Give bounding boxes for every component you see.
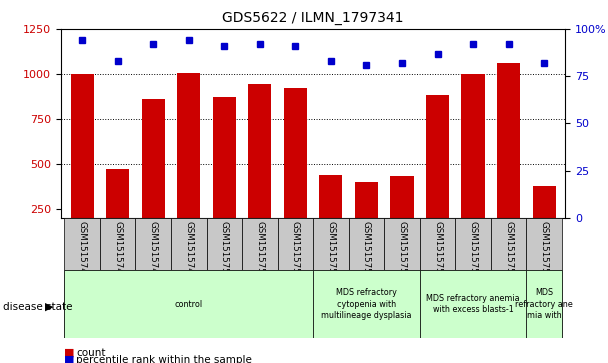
Text: GSM1515755: GSM1515755 [398,221,407,280]
Text: GSM1515756: GSM1515756 [433,221,442,280]
Text: MDS
refractory ane
mia with: MDS refractory ane mia with [515,289,573,319]
Bar [319,175,342,254]
Bar [71,74,94,254]
Text: control: control [174,299,203,309]
Bar [461,74,485,254]
Bar [491,218,527,270]
Text: GSM1515759: GSM1515759 [540,221,548,280]
Bar [313,218,348,270]
Text: GSM1515750: GSM1515750 [219,221,229,280]
Bar [284,88,307,254]
Bar [213,97,236,254]
Text: percentile rank within the sample: percentile rank within the sample [76,355,252,363]
Bar [64,270,313,338]
Bar [527,270,562,338]
Bar [177,73,200,254]
Text: ▶: ▶ [45,302,54,312]
Bar [100,218,136,270]
Text: count: count [76,348,106,358]
Text: GSM1515758: GSM1515758 [504,221,513,280]
Bar [171,218,207,270]
Bar [248,84,271,254]
Text: GSM1515757: GSM1515757 [469,221,477,280]
Bar [278,218,313,270]
Text: GSM1515748: GSM1515748 [149,221,157,280]
Bar [384,218,420,270]
Bar [313,270,420,338]
Text: ■: ■ [64,348,74,358]
Text: GSM1515747: GSM1515747 [113,221,122,280]
Bar [348,218,384,270]
Bar [527,218,562,270]
Text: MDS refractory anemia
with excess blasts-1: MDS refractory anemia with excess blasts… [426,294,520,314]
Bar [136,218,171,270]
Bar [355,182,378,254]
Text: GSM1515754: GSM1515754 [362,221,371,280]
Bar [64,218,100,270]
Text: MDS refractory
cytopenia with
multilineage dysplasia: MDS refractory cytopenia with multilinea… [321,289,412,319]
Text: GSM1515751: GSM1515751 [255,221,264,280]
Bar [455,218,491,270]
Bar [420,218,455,270]
Text: ■: ■ [64,355,74,363]
Bar [242,218,278,270]
Bar [497,63,520,254]
Bar [207,218,242,270]
Bar [420,270,527,338]
Bar [142,99,165,254]
Text: GSM1515752: GSM1515752 [291,221,300,280]
Text: GSM1515746: GSM1515746 [78,221,86,280]
Bar [106,169,130,254]
Text: disease state: disease state [3,302,72,312]
Text: GSM1515749: GSM1515749 [184,221,193,280]
Title: GDS5622 / ILMN_1797341: GDS5622 / ILMN_1797341 [223,11,404,25]
Bar [390,176,413,254]
Bar [426,95,449,254]
Bar [533,186,556,254]
Text: GSM1515753: GSM1515753 [326,221,336,280]
